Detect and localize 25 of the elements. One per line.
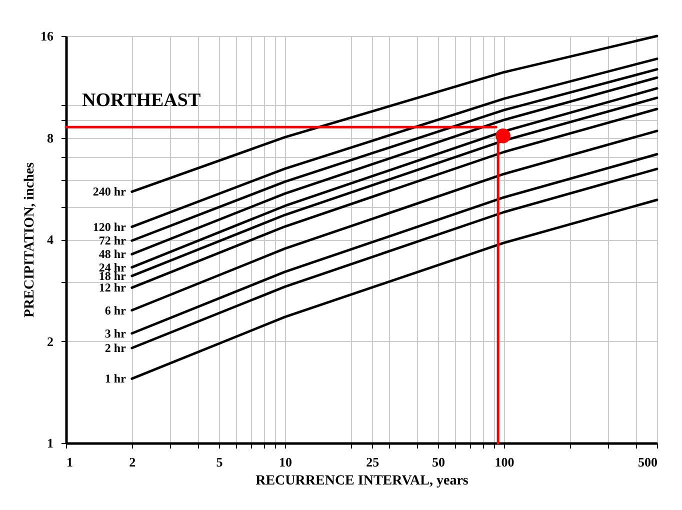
series-label: 72 hr — [98, 234, 127, 248]
series-label: 12 hr — [98, 280, 127, 295]
x-tick-label: 2 — [129, 454, 136, 470]
x-tick-label: 500 — [638, 454, 658, 470]
x-tick-label: 25 — [366, 454, 380, 470]
series-label: 1 hr — [104, 372, 127, 386]
series-label: 3 hr — [104, 326, 127, 340]
text: NORTHEAST — [82, 90, 201, 111]
y-tick-label: 1 — [47, 436, 54, 450]
x-tick-label: 5 — [216, 454, 224, 470]
x-tick-label: 50 — [432, 454, 446, 470]
y-tick-label: 8 — [47, 130, 54, 146]
series-label: 6 hr — [104, 303, 127, 318]
x-axis-title: RECURRENCE INTERVAL, years — [256, 474, 469, 488]
series-label: 240 hr — [92, 184, 127, 199]
series-label: 120 hr — [92, 220, 127, 234]
y-axis-title: PRECIPITATION, inches — [22, 162, 38, 318]
x-tick-label: 1 — [66, 454, 73, 470]
series-label: 2 hr — [104, 341, 127, 356]
series-label: 48 hr — [98, 247, 127, 262]
y-tick-label: 16 — [40, 28, 54, 44]
y-tick-label: 2 — [47, 334, 54, 349]
x-tick-label: 10 — [278, 454, 292, 470]
x-tick-label: 100 — [494, 454, 514, 470]
y-tick-label: 4 — [47, 232, 54, 247]
